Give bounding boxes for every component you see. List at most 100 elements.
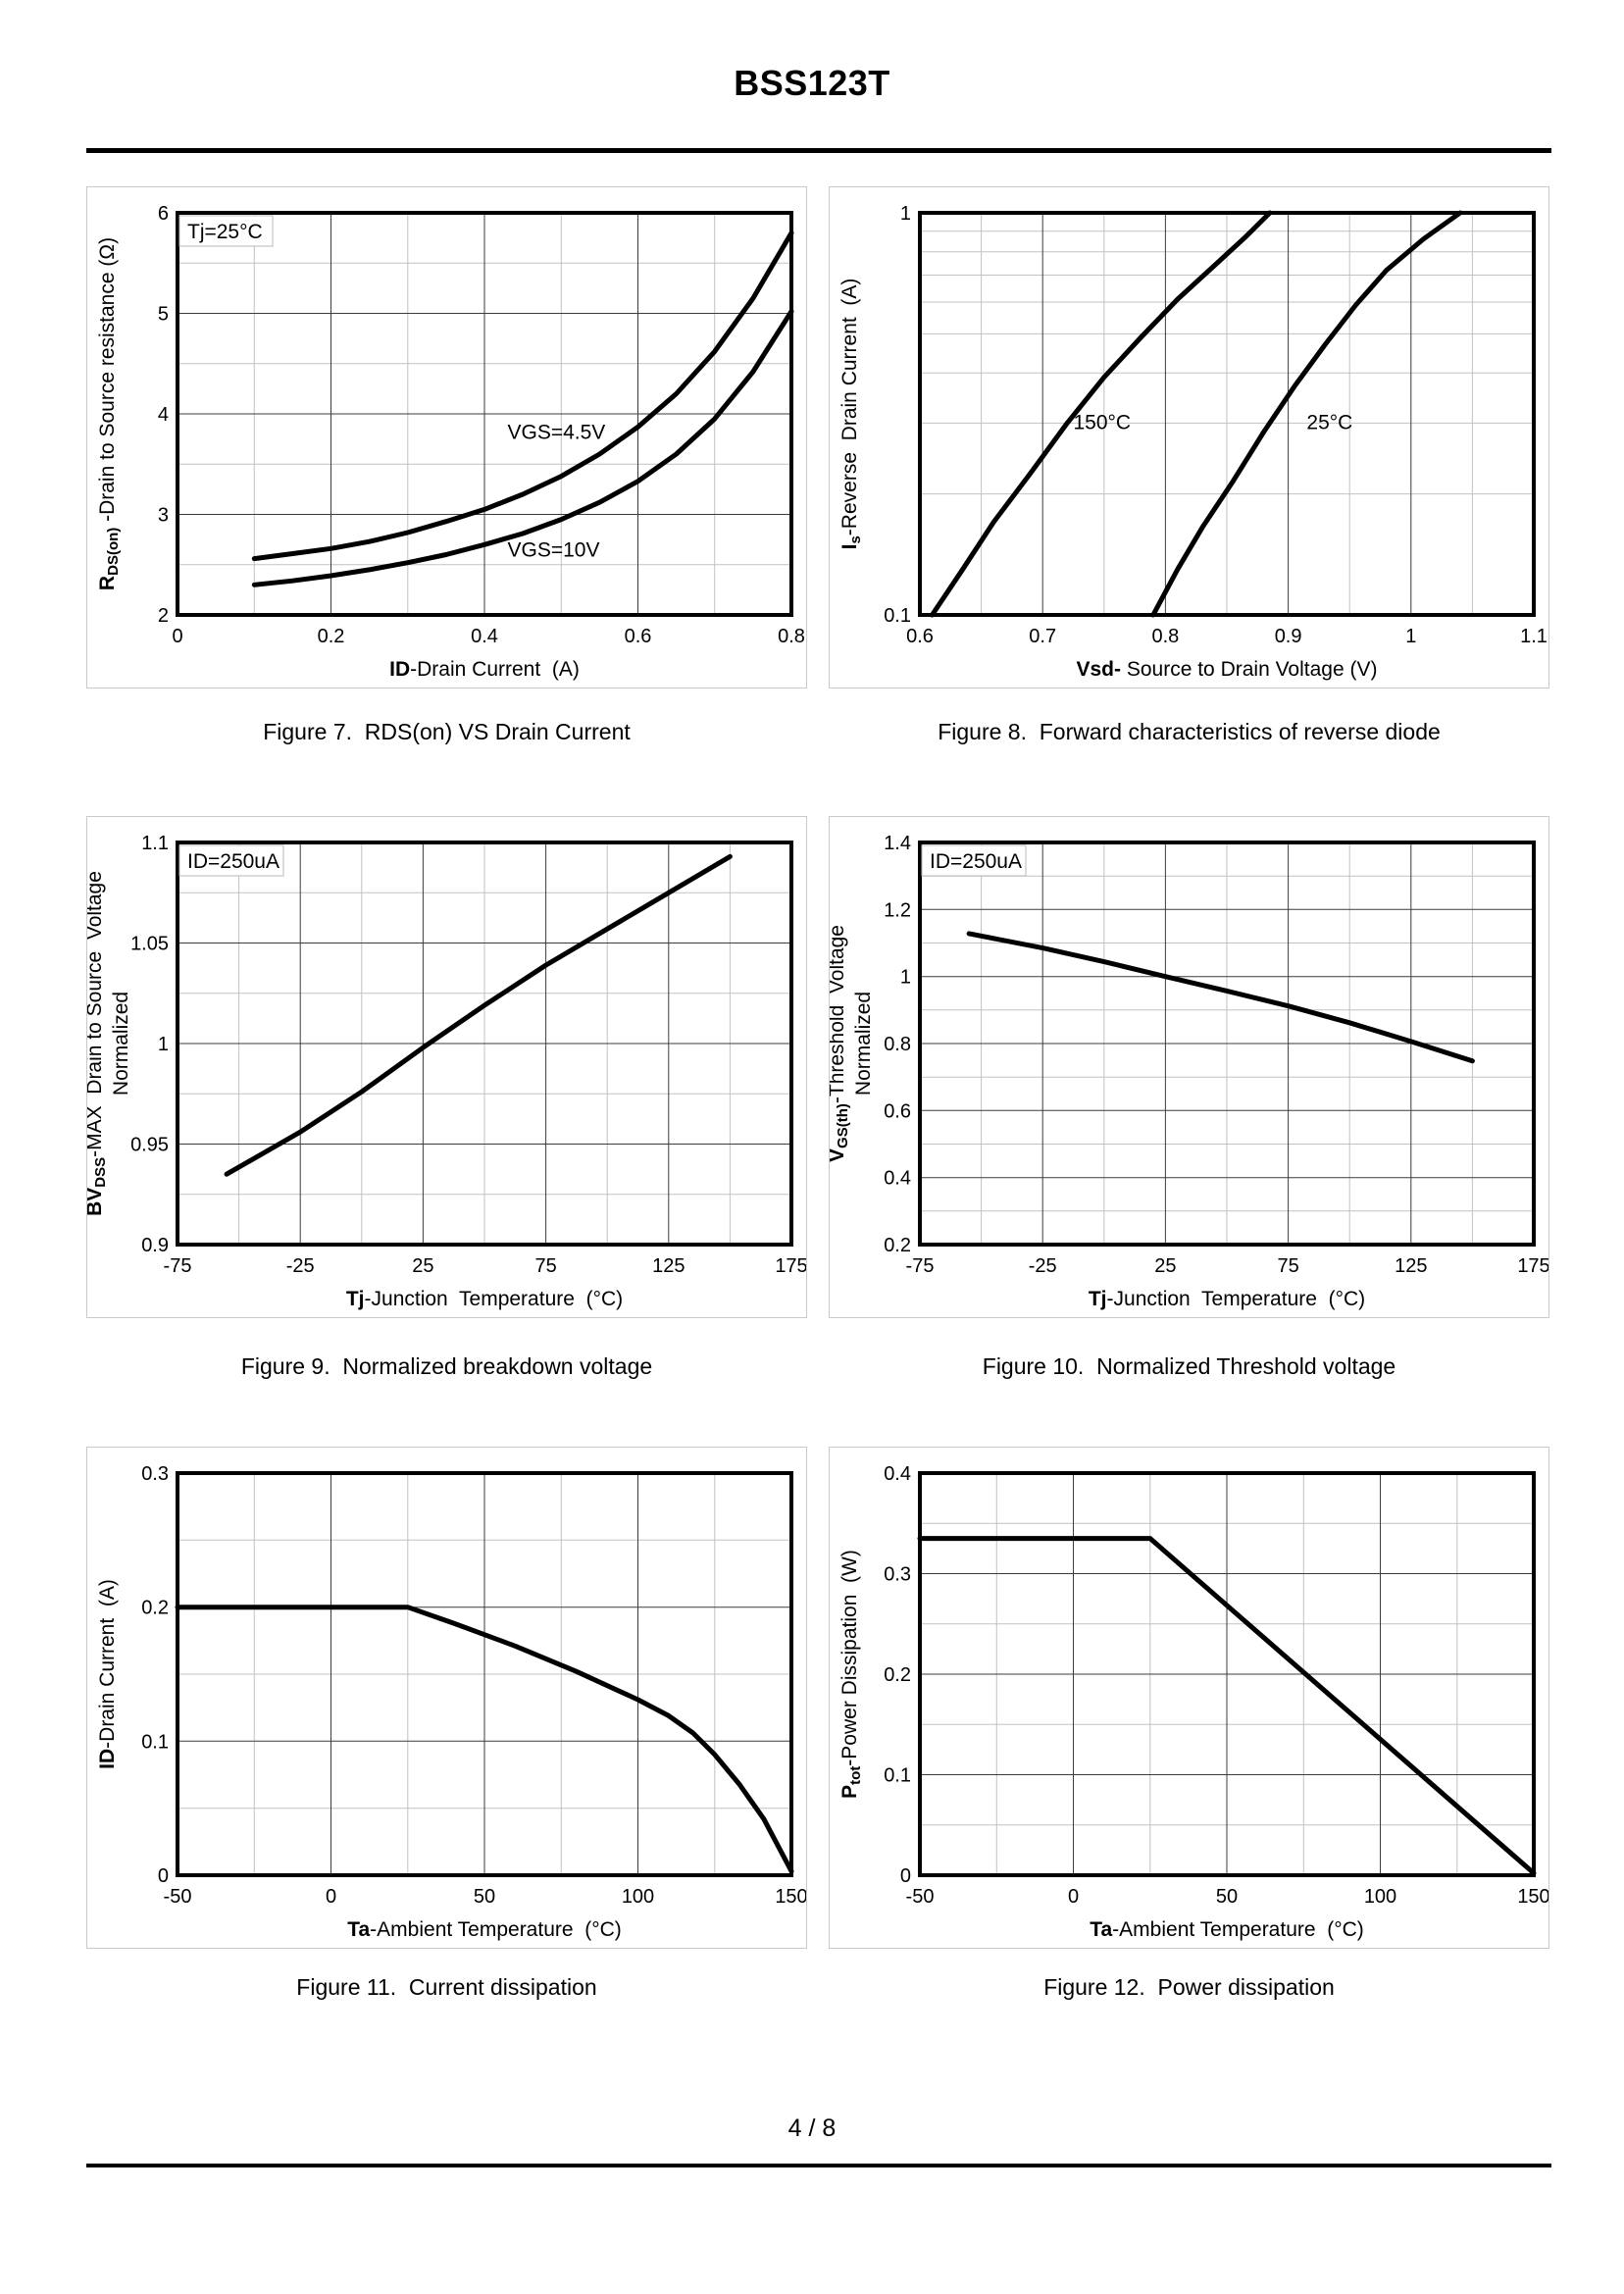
y-tick-label: 0.3 bbox=[141, 1463, 169, 1485]
y-tick-label: 0.1 bbox=[884, 1765, 911, 1787]
x-tick-label: 100 bbox=[622, 1886, 654, 1908]
series-label: 150°C bbox=[1074, 411, 1132, 433]
x-axis-label: Ta-Ambient Temperature (°C) bbox=[1090, 1918, 1364, 1941]
x-tick-label: -75 bbox=[164, 1255, 192, 1277]
chart-gridlines bbox=[178, 213, 791, 615]
x-tick-label: 125 bbox=[1395, 1255, 1427, 1277]
x-tick-label: -50 bbox=[906, 1886, 935, 1908]
figure-12-panel: -50 0 50 100 150 0 0.1 0.2 0.3 0.4 Ta-Ambient Temp… bbox=[829, 1447, 1549, 1949]
chart-gridlines bbox=[178, 1473, 791, 1875]
x-tick-label: 25 bbox=[1154, 1255, 1176, 1277]
page-title: BSS123T bbox=[734, 63, 890, 103]
y-tick-label: 5 bbox=[158, 304, 169, 326]
figure-9-caption: Figure 9. Normalized breakdown voltage bbox=[240, 1353, 653, 1379]
y-axis-label: BVDSS-MAX Drain to Source Voltage bbox=[87, 871, 109, 1216]
x-tick-label: 125 bbox=[652, 1255, 685, 1277]
x-axis-label: ID-Drain Current (A) bbox=[389, 658, 580, 681]
chart-gridlines bbox=[920, 842, 1534, 1245]
x-axis-label: Vsd- Source to Drain Voltage (V) bbox=[1077, 658, 1378, 681]
figure-7-caption: Figure 7. RDS(on) VS Drain Current bbox=[263, 719, 631, 744]
series-label: VGS=4.5V bbox=[508, 422, 606, 444]
x-tick-label: 150 bbox=[775, 1886, 806, 1908]
x-tick-label: 0.8 bbox=[1151, 626, 1179, 647]
x-tick-label: 75 bbox=[534, 1255, 556, 1277]
chart-gridlines bbox=[920, 1473, 1534, 1875]
x-tick-label: 0.7 bbox=[1029, 626, 1056, 647]
figure-11-caption: Figure 11. Current dissipation bbox=[296, 1974, 597, 2000]
figure-8-chart: 150°C 25°C 0.6 0.7 0.8 0.9 1 1.1 1 0.1 Vsd- Source… bbox=[838, 203, 1548, 681]
y-tick-label: 1.1 bbox=[141, 833, 169, 854]
y-tick-label: 6 bbox=[158, 203, 169, 225]
x-tick-label: 0.9 bbox=[1275, 626, 1302, 647]
x-tick-label: 175 bbox=[1517, 1255, 1548, 1277]
x-tick-label: 0.6 bbox=[906, 626, 934, 647]
plot-border bbox=[176, 841, 793, 1247]
annotation-text: ID=250uA bbox=[930, 850, 1022, 873]
y-tick-label: 1 bbox=[900, 967, 911, 989]
y-tick-label: 0 bbox=[900, 1865, 911, 1887]
y-tick-label: 0.95 bbox=[130, 1135, 169, 1156]
annotation-box bbox=[921, 844, 1027, 877]
x-axis-label: Ta-Ambient Temperature (°C) bbox=[347, 1918, 622, 1941]
y-tick-label: 1 bbox=[158, 1034, 169, 1055]
y-tick-label: 0.2 bbox=[141, 1598, 169, 1619]
x-tick-label: -25 bbox=[286, 1255, 315, 1277]
y-tick-label: 0.1 bbox=[884, 605, 911, 627]
figure-9-chart: ID=250uA -75 -25 25 75 125 175 0.9 0.95 1 1.05 1.1 T… bbox=[87, 833, 806, 1310]
plot-border bbox=[176, 1471, 793, 1877]
x-tick-label: -50 bbox=[164, 1886, 192, 1908]
page-number: 4 / 8 bbox=[787, 2115, 837, 2142]
figure-10-caption: Figure 10. Normalized Threshold voltage bbox=[982, 1353, 1396, 1379]
figure-12-caption: Figure 12. Power dissipation bbox=[1043, 1974, 1335, 2000]
x-tick-label: 0.4 bbox=[471, 626, 498, 647]
figure-9-panel: ID=250uA -75 -25 25 75 125 175 0.9 0.95 1 1.05 1.1 T… bbox=[86, 816, 807, 1318]
chart-series bbox=[1150, 210, 1463, 618]
figure-7-panel: VGS=4.5V VGS=10V Tj=25°C 0 0.2 0.4 0.6 0.8 2 3 4 5 6… bbox=[86, 186, 807, 688]
chart-series bbox=[251, 230, 794, 562]
x-tick-label: 0 bbox=[326, 1886, 336, 1908]
y-axis-label: Ptot-Power Dissipation (W) bbox=[838, 1550, 864, 1799]
x-tick-label: -75 bbox=[906, 1255, 935, 1277]
chart-series bbox=[930, 210, 1273, 618]
x-tick-label: 75 bbox=[1277, 1255, 1298, 1277]
x-tick-label: 0.2 bbox=[318, 626, 345, 647]
annotation-text: Tj=25°C bbox=[187, 221, 263, 243]
x-axis-label: Tj-Junction Temperature (°C) bbox=[1089, 1288, 1365, 1310]
chart-series bbox=[966, 931, 1475, 1064]
annotation-text: ID=250uA bbox=[187, 850, 279, 873]
y-tick-label: 1 bbox=[900, 203, 911, 225]
plot-border bbox=[918, 211, 1536, 617]
figure-10-chart: ID=250uA -75 -25 25 75 125 175 0.2 0.4 0.6 0.8 1 1.2… bbox=[830, 833, 1548, 1310]
y-axis-label: ID-Drain Current (A) bbox=[96, 1579, 119, 1769]
y-tick-label: 0.3 bbox=[884, 1564, 911, 1586]
x-axis-label: Tj-Junction Temperature (°C) bbox=[346, 1288, 623, 1310]
x-tick-label: 1.1 bbox=[1520, 626, 1548, 647]
y-tick-label: 1.05 bbox=[130, 934, 169, 955]
y-tick-label: 0.1 bbox=[141, 1731, 169, 1753]
figure-8-caption: Figure 8. Forward characteristics of rev… bbox=[938, 719, 1441, 744]
y-tick-label: 3 bbox=[158, 505, 169, 527]
y-tick-label: 0.9 bbox=[141, 1235, 169, 1256]
footer-rule bbox=[86, 2164, 1551, 2167]
x-tick-label: 0.6 bbox=[625, 626, 652, 647]
y-tick-label: 0.4 bbox=[884, 1463, 911, 1485]
annotation-box bbox=[178, 844, 284, 877]
figure-7-chart: VGS=4.5V VGS=10V Tj=25°C 0 0.2 0.4 0.6 0.8 2 3 4 5 6… bbox=[96, 203, 805, 681]
series-label: 25°C bbox=[1306, 411, 1352, 433]
plot-border bbox=[918, 841, 1536, 1247]
y-tick-label: 0.4 bbox=[884, 1168, 911, 1190]
x-tick-label: 0 bbox=[1068, 1886, 1079, 1908]
y-tick-label: 0.8 bbox=[884, 1034, 911, 1055]
plot-border bbox=[918, 1471, 1536, 1877]
x-tick-label: 100 bbox=[1364, 1886, 1396, 1908]
x-tick-label: 50 bbox=[474, 1886, 495, 1908]
annotation-box bbox=[178, 215, 274, 247]
plot-border bbox=[176, 211, 793, 617]
figure-8-panel: 150°C 25°C 0.6 0.7 0.8 0.9 1 1.1 1 0.1 Vsd- Source… bbox=[829, 186, 1549, 688]
x-tick-label: 150 bbox=[1517, 1886, 1548, 1908]
x-tick-label: -25 bbox=[1029, 1255, 1057, 1277]
figure-11-panel: -50 0 50 100 150 0 0.1 0.2 0.3 Ta-Ambient Tempera… bbox=[86, 1447, 807, 1949]
